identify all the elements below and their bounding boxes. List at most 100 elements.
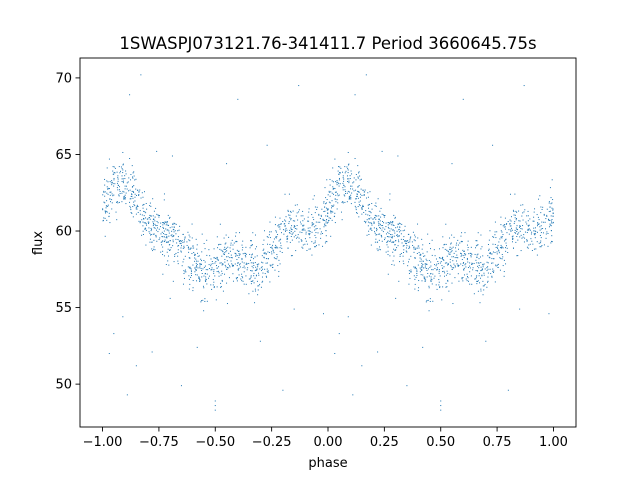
data-point bbox=[137, 211, 139, 213]
data-point bbox=[156, 227, 158, 229]
data-point bbox=[163, 236, 165, 238]
data-point bbox=[225, 242, 227, 244]
data-point bbox=[354, 94, 356, 96]
data-point bbox=[414, 267, 416, 269]
data-point bbox=[461, 259, 463, 261]
data-point bbox=[177, 230, 179, 232]
data-point bbox=[447, 251, 449, 253]
data-point bbox=[113, 185, 115, 187]
data-point bbox=[477, 270, 479, 272]
data-point bbox=[368, 218, 370, 220]
data-point bbox=[421, 266, 423, 268]
data-point bbox=[112, 170, 114, 172]
data-point bbox=[410, 236, 412, 238]
data-point bbox=[306, 243, 308, 245]
data-point bbox=[333, 204, 335, 206]
data-point bbox=[290, 231, 292, 233]
data-point bbox=[226, 260, 228, 262]
data-point bbox=[164, 239, 166, 241]
data-point bbox=[149, 241, 151, 243]
data-point bbox=[188, 234, 190, 236]
data-point bbox=[145, 212, 147, 214]
data-point bbox=[290, 255, 292, 257]
data-point bbox=[543, 244, 545, 246]
data-point bbox=[500, 230, 502, 232]
data-point bbox=[145, 244, 147, 246]
data-point bbox=[381, 213, 383, 215]
data-point bbox=[134, 205, 136, 207]
data-point bbox=[361, 207, 363, 209]
data-point bbox=[312, 224, 314, 226]
data-point bbox=[432, 273, 434, 275]
data-point bbox=[304, 229, 306, 231]
data-point bbox=[208, 275, 210, 277]
data-point bbox=[480, 256, 482, 258]
data-point bbox=[304, 238, 306, 240]
data-point bbox=[293, 226, 295, 228]
data-point bbox=[111, 199, 113, 201]
data-point bbox=[476, 280, 478, 282]
data-point bbox=[371, 224, 373, 226]
data-point bbox=[276, 256, 278, 258]
data-point bbox=[213, 281, 215, 283]
data-point bbox=[270, 265, 272, 267]
data-point bbox=[123, 196, 125, 198]
data-point bbox=[264, 273, 266, 275]
data-point bbox=[528, 228, 530, 230]
data-point bbox=[152, 233, 154, 235]
data-point bbox=[449, 237, 451, 239]
data-point bbox=[540, 240, 542, 242]
data-point bbox=[480, 270, 482, 272]
data-point bbox=[106, 167, 108, 169]
data-point bbox=[481, 269, 483, 271]
data-point bbox=[423, 255, 425, 257]
data-point bbox=[467, 240, 469, 242]
data-point bbox=[499, 238, 501, 240]
data-point bbox=[289, 229, 291, 231]
data-point bbox=[403, 263, 405, 265]
data-point bbox=[272, 263, 274, 265]
data-point bbox=[156, 213, 158, 215]
data-point bbox=[440, 261, 442, 263]
data-point bbox=[387, 273, 389, 275]
data-point bbox=[278, 271, 280, 273]
data-point bbox=[326, 222, 328, 224]
data-point bbox=[350, 170, 352, 172]
data-point bbox=[262, 249, 264, 251]
data-point bbox=[424, 279, 426, 281]
data-point bbox=[463, 268, 465, 270]
data-point bbox=[505, 263, 507, 265]
data-point bbox=[104, 211, 106, 213]
data-point bbox=[529, 243, 531, 245]
data-point bbox=[415, 276, 417, 278]
data-point bbox=[509, 219, 511, 221]
data-point bbox=[163, 255, 165, 257]
data-point bbox=[136, 206, 138, 208]
data-point bbox=[153, 210, 155, 212]
data-point bbox=[394, 249, 396, 251]
data-point bbox=[191, 223, 193, 225]
data-point bbox=[447, 279, 449, 281]
data-point bbox=[175, 233, 177, 235]
data-point bbox=[545, 233, 547, 235]
data-point bbox=[374, 217, 376, 219]
data-point bbox=[548, 201, 550, 203]
data-point bbox=[535, 231, 537, 233]
data-point bbox=[488, 249, 490, 251]
data-point bbox=[294, 204, 296, 206]
data-point bbox=[104, 184, 106, 186]
data-point bbox=[139, 189, 141, 191]
data-point bbox=[196, 260, 198, 262]
data-point bbox=[469, 252, 471, 254]
data-point bbox=[442, 258, 444, 260]
data-point bbox=[125, 203, 127, 205]
data-point bbox=[479, 302, 481, 304]
data-point bbox=[284, 219, 286, 221]
data-point bbox=[168, 230, 170, 232]
data-point bbox=[334, 353, 336, 355]
data-point bbox=[294, 228, 296, 230]
data-point bbox=[111, 208, 113, 210]
data-point bbox=[449, 261, 451, 263]
data-point bbox=[123, 198, 125, 200]
data-point bbox=[169, 240, 171, 242]
